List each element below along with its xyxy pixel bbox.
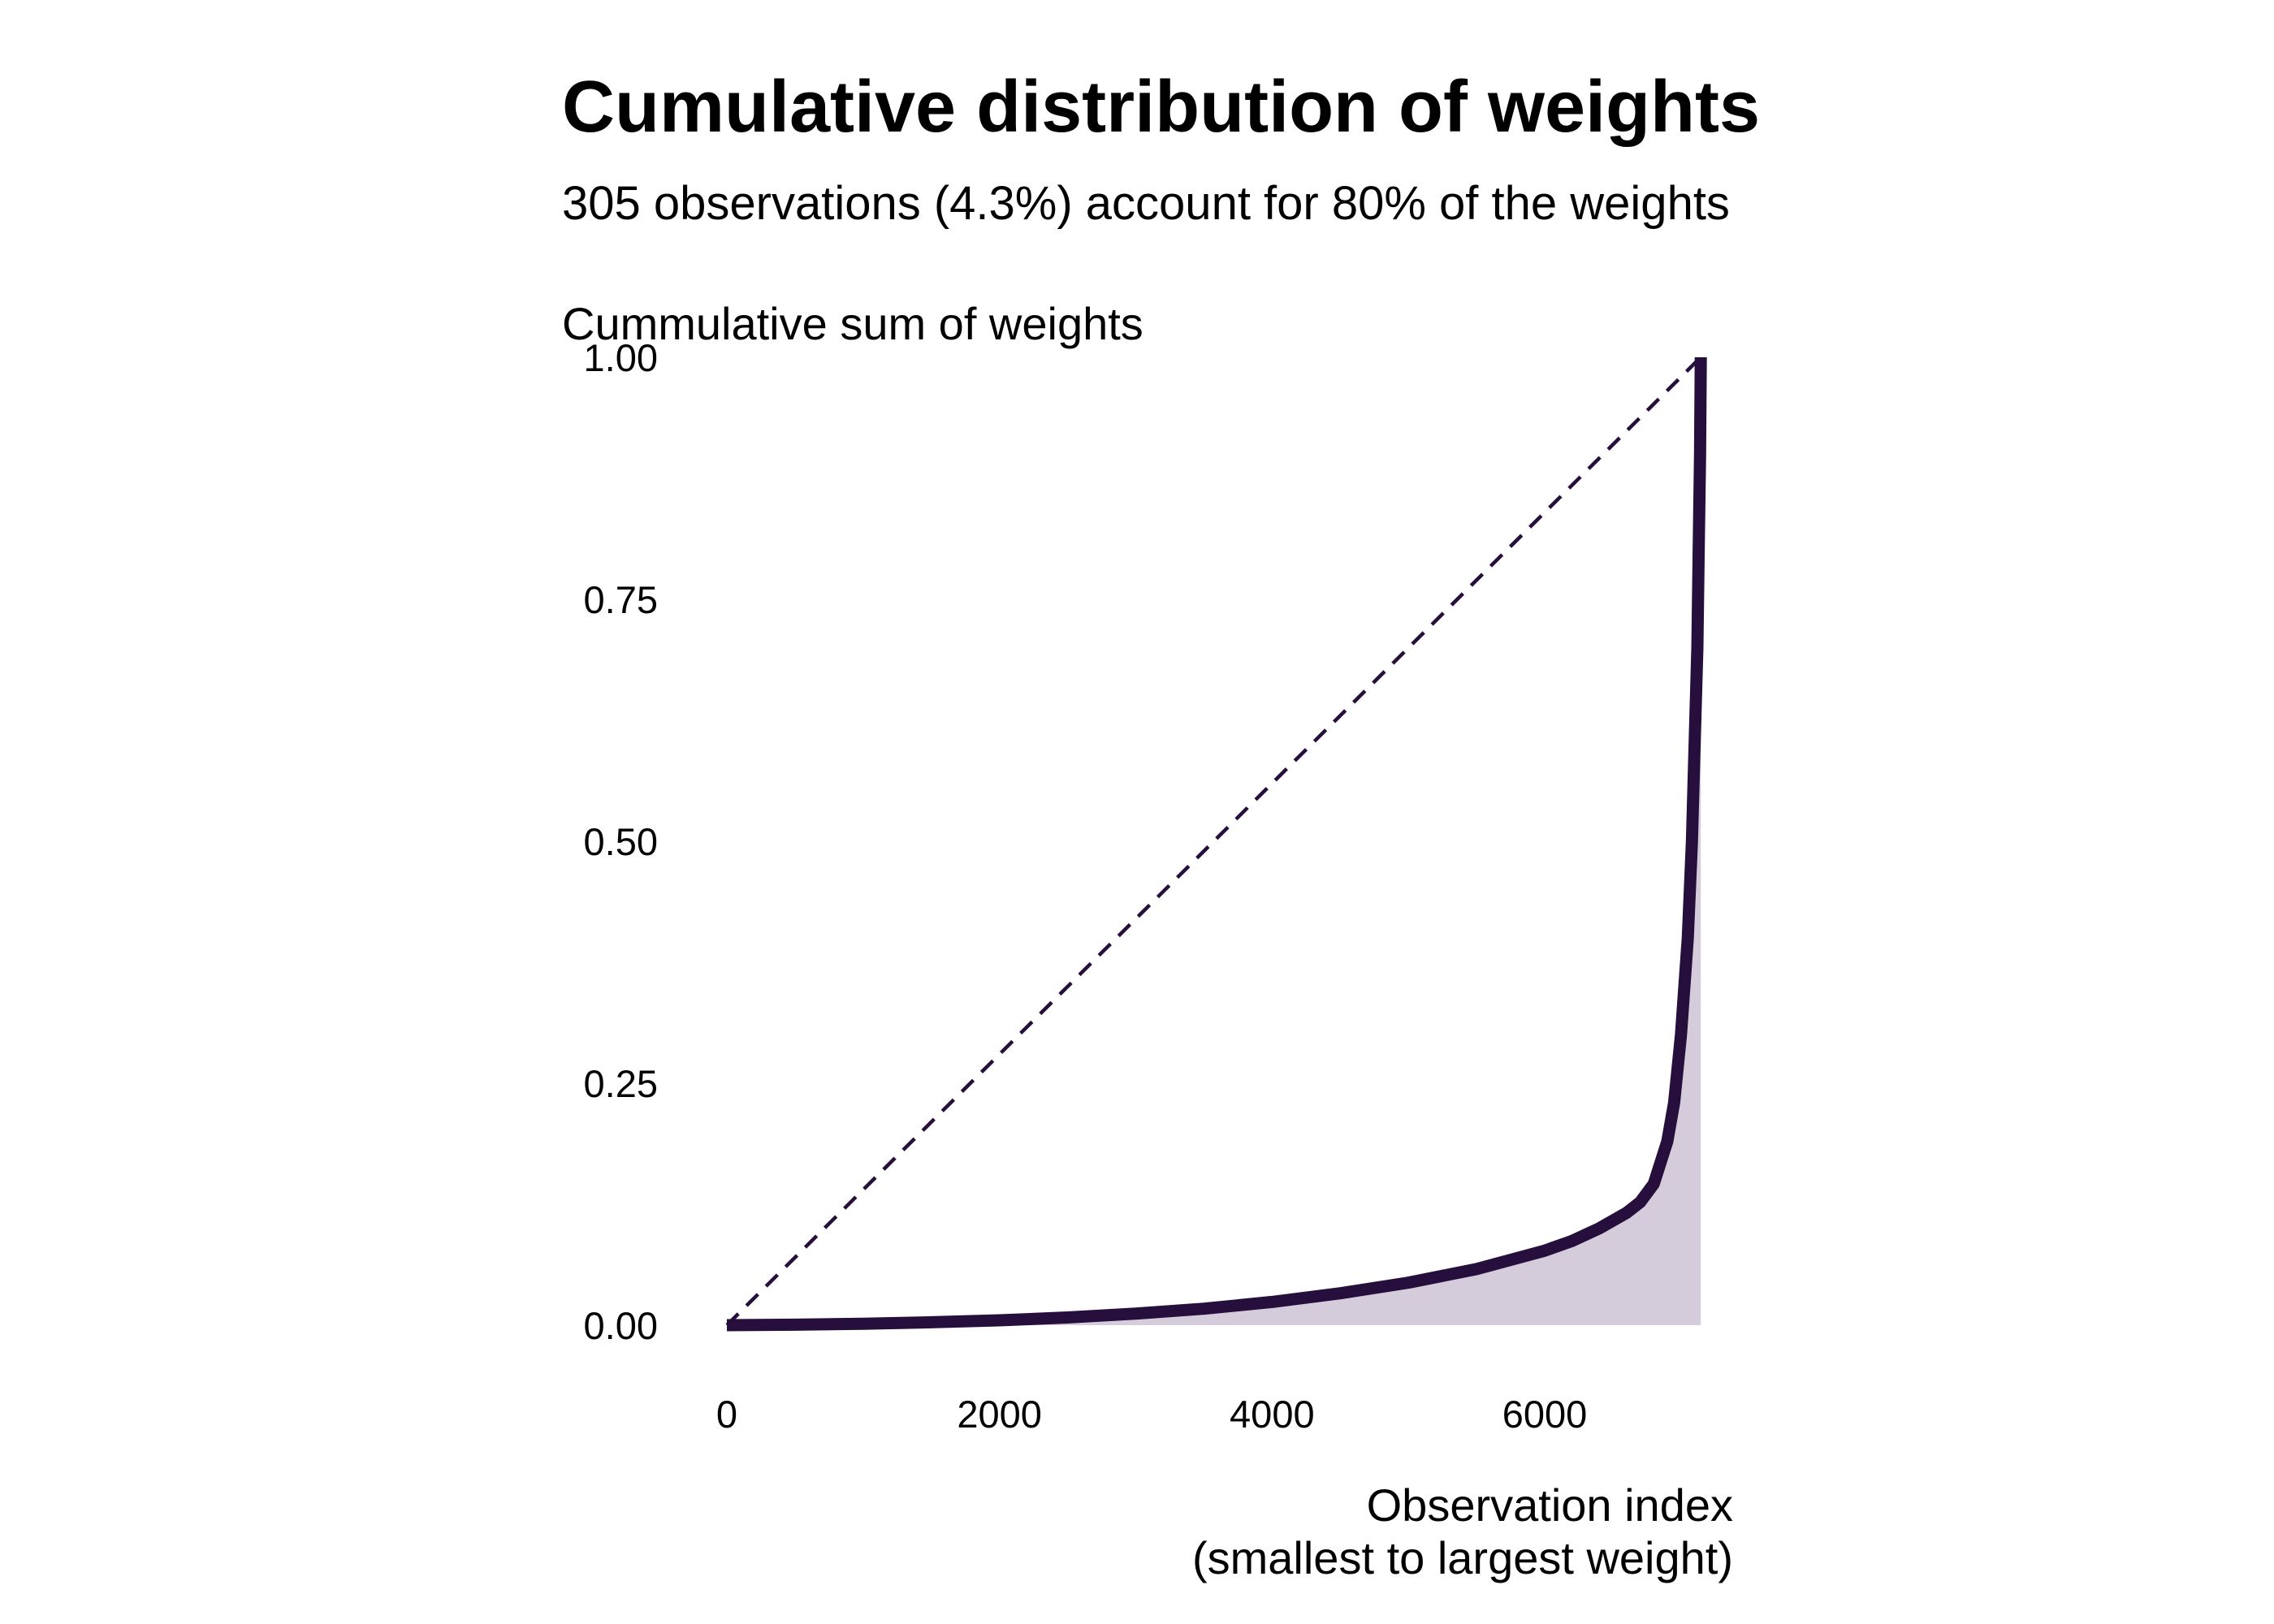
x-tick-label: 0 bbox=[716, 1393, 737, 1436]
x-axis-title-line-2: (smallest to largest weight) bbox=[1192, 1532, 1733, 1583]
x-tick-label: 6000 bbox=[1502, 1393, 1588, 1436]
x-tick-label: 2000 bbox=[957, 1393, 1042, 1436]
y-tick-label: 0.50 bbox=[584, 820, 658, 863]
y-axis-ticks: 0.00 0.25 0.50 0.75 1.00 bbox=[584, 336, 658, 1347]
equality-reference-line bbox=[725, 356, 1702, 1327]
y-tick-label: 0.75 bbox=[584, 578, 658, 621]
x-tick-label: 4000 bbox=[1230, 1393, 1315, 1436]
chart-subtitle: 305 observations (4.3%) account for 80% … bbox=[562, 177, 1730, 230]
y-tick-label: 0.00 bbox=[584, 1304, 658, 1347]
plot-area bbox=[725, 356, 1707, 1332]
cumulative-weight-line bbox=[726, 356, 1707, 1332]
chart-title: Cumulative distribution of weights bbox=[562, 67, 1760, 148]
x-axis-title-line-1: Observation index bbox=[1367, 1479, 1733, 1531]
y-axis-title: Cummulative sum of weights bbox=[562, 298, 1143, 349]
y-tick-label: 0.25 bbox=[584, 1062, 658, 1105]
x-axis-ticks: 0 2000 4000 6000 bbox=[716, 1393, 1587, 1436]
y-tick-label: 1.00 bbox=[584, 336, 658, 379]
